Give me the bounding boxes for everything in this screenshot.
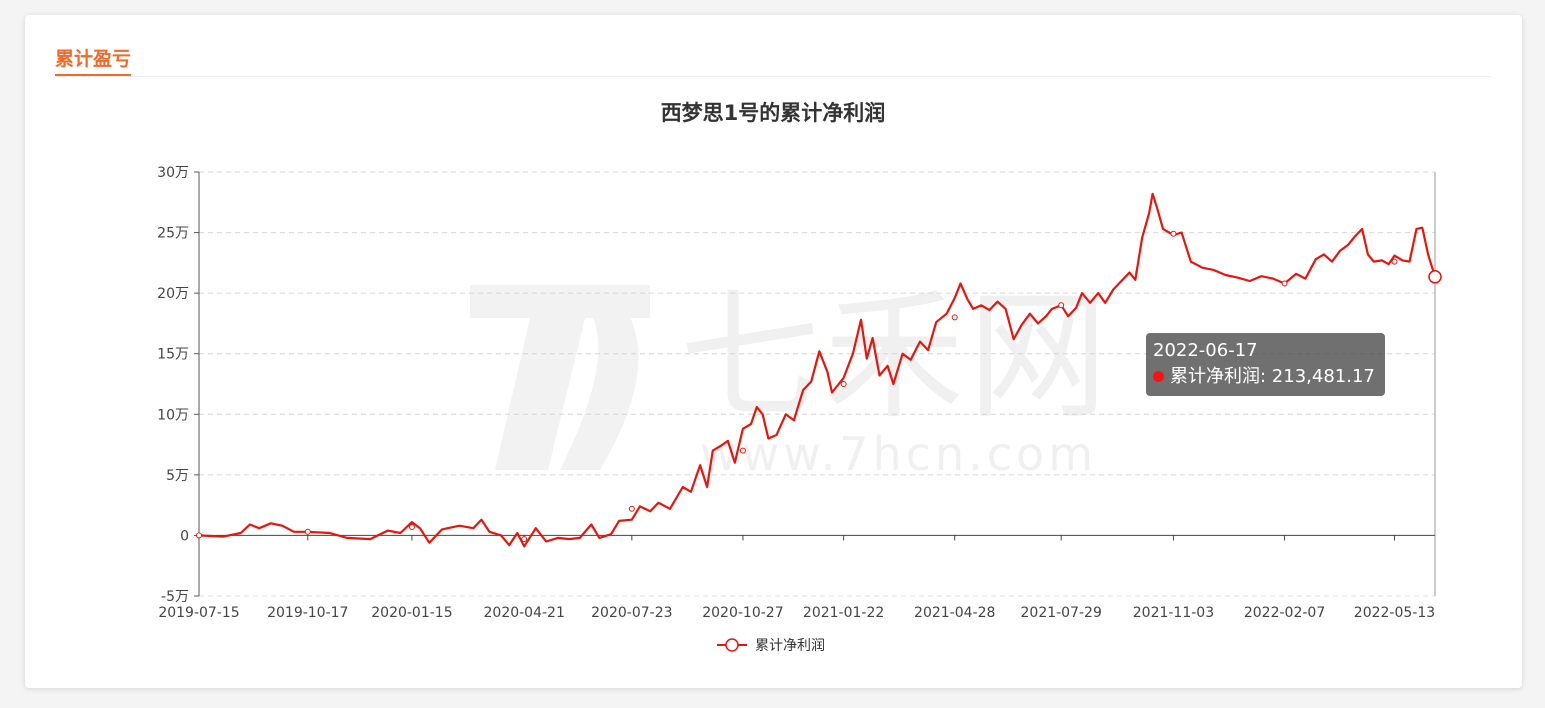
data-point [1281, 280, 1288, 287]
y-tick-label: 25万 [157, 226, 189, 242]
tooltip-series-dot-icon [1153, 371, 1164, 382]
tooltip-date: 2022-06-17 [1153, 340, 1258, 361]
tooltip-value: 213,481.17 [1271, 366, 1375, 387]
watermark: 七禾网 www.7hcn.com [470, 276, 1112, 481]
x-tick-label: 2022-05-13 [1354, 605, 1435, 621]
y-tick-label: 10万 [157, 407, 189, 423]
section-divider [55, 76, 1492, 77]
data-point [840, 381, 847, 387]
x-tick-label: 2020-07-23 [591, 605, 672, 621]
tooltip-series-label: 累计净利润 [1170, 366, 1260, 387]
y-axis: -5万 0 5万 10万 15万 20万 25万 30万 [157, 165, 1436, 605]
data-point [951, 314, 958, 321]
x-axis: 2019-07-15 2019-10-17 2020-01-15 2020-04-21… [158, 534, 1435, 621]
x-tick-label: 2021-01-22 [803, 605, 884, 621]
data-point [739, 447, 746, 454]
data-point [1391, 258, 1398, 265]
y-tick-label: 5万 [166, 468, 189, 484]
y-tick-label: 15万 [157, 347, 189, 363]
chart-title: 西梦思1号的累计净利润 [661, 101, 886, 125]
tooltip-row: 累计净利润: 213,481.17 [1153, 364, 1378, 390]
data-point [521, 536, 528, 543]
highlighted-point[interactable] [1428, 270, 1442, 284]
data-point [408, 523, 415, 530]
data-point [628, 505, 635, 512]
watermark-url: www.7hcn.com [700, 427, 1097, 481]
x-tick-label: 2021-04-28 [914, 605, 995, 621]
data-point [1170, 230, 1177, 237]
x-tick-label: 2020-01-15 [371, 605, 452, 621]
legend-label: 累计净利润 [755, 638, 825, 654]
y-tick-label: 20万 [157, 286, 189, 302]
x-tick-label: 2021-07-29 [1021, 605, 1102, 621]
x-tick-label: 2019-10-17 [267, 605, 348, 621]
data-point [1058, 302, 1065, 309]
x-tick-label: 2022-02-07 [1244, 605, 1325, 621]
legend[interactable]: 累计净利润 [717, 638, 825, 654]
y-tick-label: 30万 [157, 165, 189, 181]
x-tick-label: 2021-11-03 [1133, 605, 1214, 621]
x-tick-label: 2020-10-27 [702, 605, 783, 621]
watermark-brand: 七禾网 [680, 276, 1112, 439]
y-tick-label: -5万 [161, 589, 189, 605]
tooltip: 2022-06-17 累计净利润: 213,481.17 [1146, 333, 1385, 396]
x-tick-label: 2020-04-21 [484, 605, 565, 621]
x-tick-label: 2019-07-15 [158, 605, 239, 621]
series-line [198, 192, 1437, 548]
data-point [196, 532, 202, 539]
series-layer [196, 192, 1442, 548]
section-title[interactable]: 累计盈亏 [55, 47, 132, 76]
legend-marker-icon [725, 638, 739, 652]
data-point [304, 528, 311, 535]
watermark-logo-icon [470, 285, 650, 470]
y-tick-label: 0 [180, 528, 189, 544]
